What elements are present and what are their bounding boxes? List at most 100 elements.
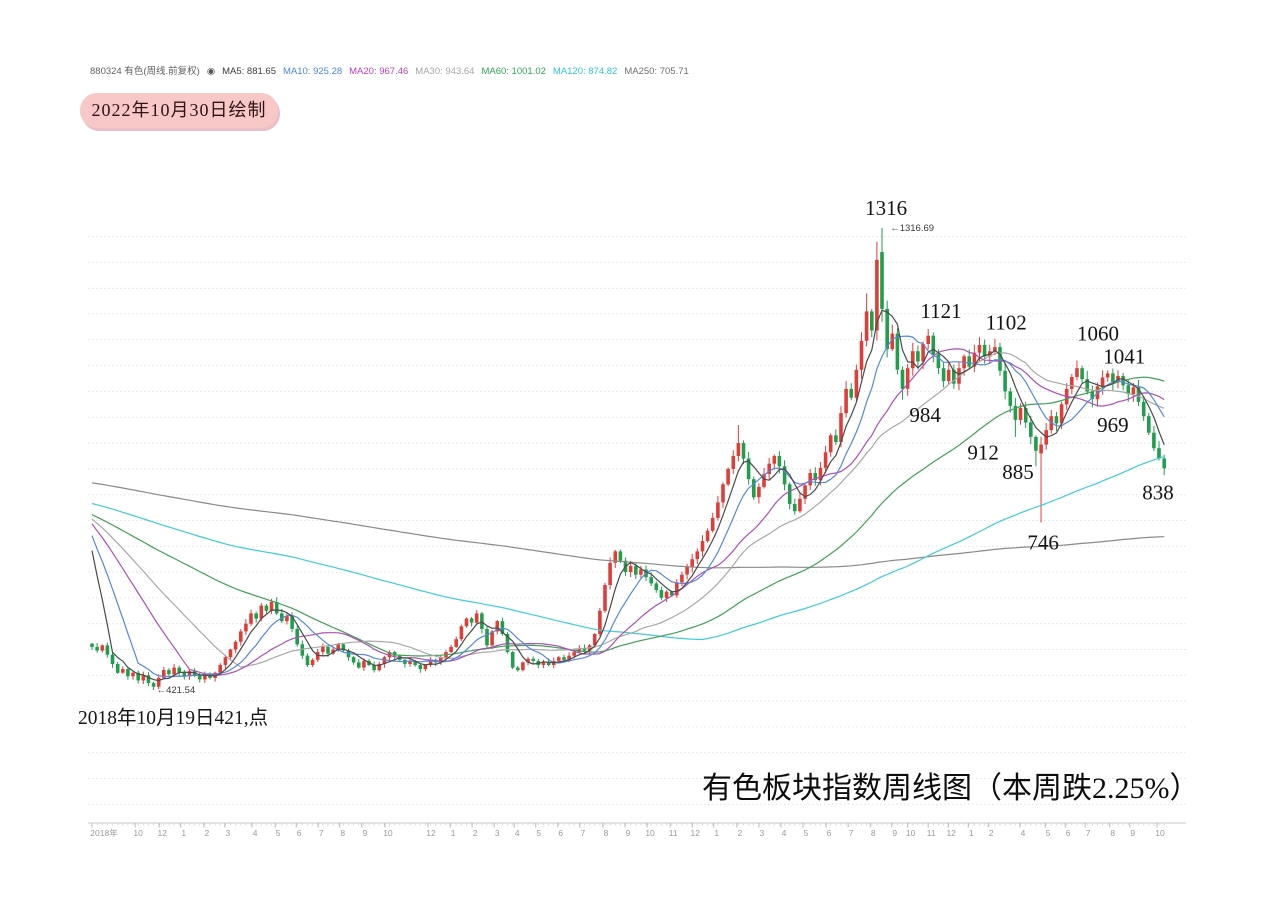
annotation-1060: 1060 (1077, 322, 1119, 346)
x-tick-label: 9 (626, 828, 631, 838)
candle-body (741, 443, 746, 459)
annotation-912: 912 (967, 440, 999, 464)
candle-body (1013, 405, 1018, 420)
candle-body (1147, 416, 1151, 433)
x-tick-label: 11 (669, 828, 678, 838)
candle-body (993, 347, 997, 352)
candle-body (736, 443, 741, 456)
candle-body (870, 311, 874, 331)
candle-body (818, 467, 823, 481)
candle-body (572, 652, 576, 656)
ma5-value: MA5: 881.65 (222, 66, 276, 77)
candle-body (813, 473, 818, 481)
candle-body (110, 654, 115, 664)
chart-title: 有色板块指数周线图（本周跌2.25%） (702, 772, 1200, 805)
candle-body (885, 308, 889, 350)
candle-body (182, 672, 187, 677)
x-tick-label: 1 (714, 828, 719, 838)
annotation-131669: ←1316.69 (890, 223, 934, 234)
candle-body (757, 486, 761, 498)
candle-body (721, 484, 725, 503)
candle-body (105, 645, 110, 655)
candle-body (880, 252, 884, 309)
candle-body (839, 413, 843, 442)
candle-body (167, 670, 171, 675)
candle-body (726, 468, 730, 485)
x-tick-label: 10 (383, 828, 393, 838)
annotation-984: 984 (909, 403, 941, 427)
candle-body (808, 473, 812, 486)
x-tick-label: 3 (225, 828, 230, 838)
candle-body (613, 551, 618, 563)
x-tick-label: 1 (969, 828, 974, 838)
candle-body (490, 631, 494, 646)
candle-body (777, 456, 782, 467)
candle-body (793, 504, 797, 512)
candle-body (362, 660, 366, 668)
ma-line-ma5 (91, 309, 1165, 682)
candle-body (423, 665, 428, 670)
annotation-838: 838 (1142, 481, 1174, 505)
indicator-eye-icon[interactable]: ◉ (206, 66, 216, 77)
candle-body (710, 517, 715, 531)
ma-line-ma10 (91, 335, 1165, 678)
candle-body (531, 658, 535, 661)
ma-line-ma20 (91, 348, 1165, 676)
x-axis: 2018年 10 12 1 2 3 4 5 6 7 8 9 10 12 1 2 3 4 5 6 7 8 9 10 11 12 1 2 3… (88, 822, 1186, 838)
symbol-title: 880324 有色(周线.前复权) (90, 66, 200, 77)
candle-body (905, 368, 910, 389)
x-tick-label: 2 (473, 828, 478, 838)
candle-body (746, 458, 751, 480)
candle-body (859, 340, 864, 370)
candle-body (916, 351, 920, 362)
candle-body (900, 369, 905, 389)
candle-body (926, 335, 930, 344)
x-tick-label: 7 (580, 828, 585, 838)
x-tick-label: 2 (737, 828, 742, 838)
candle-body (485, 628, 489, 646)
candle-body (890, 333, 895, 350)
annotation-1102: 1102 (986, 310, 1027, 334)
x-tick-label: 11 (927, 828, 936, 838)
candle-body (326, 646, 330, 654)
candle-body (952, 369, 956, 384)
candle-body (239, 631, 243, 642)
candle-body (516, 667, 520, 671)
candle-body (895, 333, 900, 370)
x-tick-label: 7 (1086, 828, 1091, 838)
candle-body (187, 671, 192, 677)
candle-body (510, 652, 515, 668)
ma30-value: MA30: 943.64 (415, 66, 475, 77)
candle-body (177, 667, 181, 673)
candle-body (172, 667, 176, 675)
candle-body (844, 388, 848, 414)
candle-body (921, 344, 925, 362)
candle-body (634, 565, 638, 575)
ma10-value: MA10: 925.28 (282, 66, 343, 77)
candle-body (931, 335, 936, 355)
candles-layer[interactable] (90, 228, 1166, 690)
candle-body (480, 613, 484, 629)
x-tick-label: 7 (849, 828, 854, 838)
x-tick-label: 10 (1155, 828, 1165, 838)
candle-body (454, 639, 458, 647)
candle-body (382, 657, 387, 664)
candle-body (541, 661, 546, 665)
candle-body (408, 660, 412, 664)
x-tick-label: 8 (871, 828, 876, 838)
candle-body (413, 660, 417, 665)
x-tick-label: 12 (157, 828, 167, 838)
x-tick-label: 2 (989, 828, 994, 838)
candle-body (562, 657, 566, 660)
ma-line-ma250 (91, 482, 1165, 569)
candle-body (228, 649, 233, 658)
ma60-value: MA60: 1001.02 (481, 66, 546, 77)
ma120-value: MA120: 874.82 (552, 66, 618, 77)
candle-body (834, 435, 838, 442)
candle-body (911, 351, 915, 369)
candle-body (418, 665, 423, 670)
candle-body (936, 354, 941, 369)
candle-body (526, 658, 530, 663)
x-tick-label: 5 (276, 828, 281, 838)
